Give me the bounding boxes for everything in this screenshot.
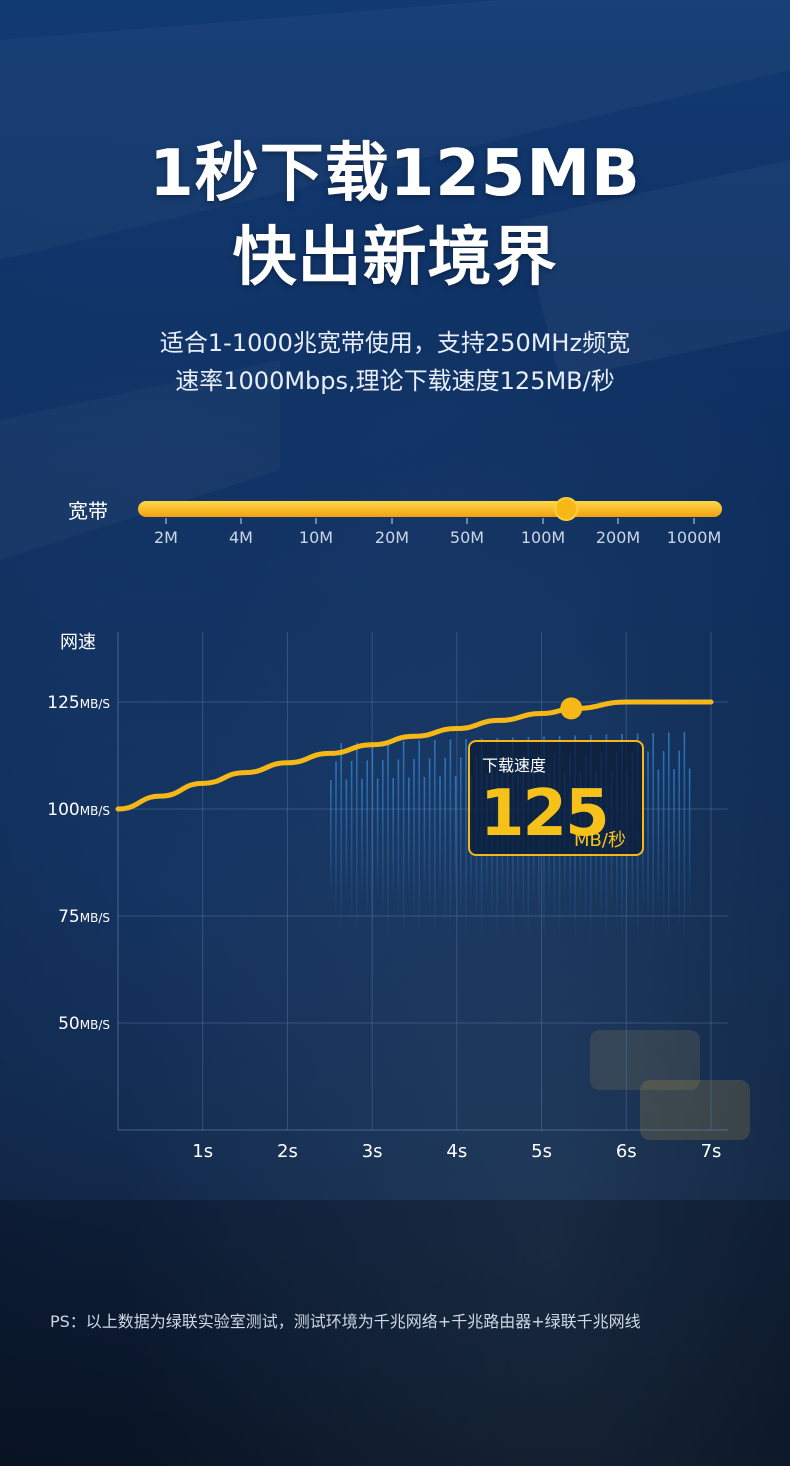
- glow-bar: [340, 743, 342, 937]
- glow-bar: [371, 742, 374, 938]
- speed-highlight-point: [560, 697, 583, 720]
- x-tick-label: 1s: [192, 1141, 213, 1162]
- glow-bar: [361, 779, 363, 901]
- glow-bar: [449, 739, 452, 941]
- callout-label: 下载速度: [482, 756, 547, 775]
- chart-grid: [117, 632, 728, 1131]
- glow-bar: [647, 751, 649, 929]
- glow-bar: [423, 777, 426, 903]
- glow-bar: [428, 758, 431, 922]
- subtitle-line-1: 适合1-1000兆宽带使用，支持250MHz频宽: [159, 329, 631, 357]
- glow-bar: [678, 750, 680, 930]
- glow-bar: [408, 777, 410, 903]
- y-axis-ticks: 125MB/S 100MB/S 75MB/S 50MB/S: [47, 693, 110, 1034]
- glow-bar: [366, 760, 368, 920]
- glow-bar: [688, 768, 691, 912]
- callout-value: 125: [480, 777, 610, 851]
- x-tick-label: 4s: [446, 1141, 467, 1162]
- glow-bar: [673, 769, 675, 911]
- x-tick-label: 5s: [531, 1141, 552, 1162]
- glow-bar: [397, 759, 400, 921]
- glow-bar: [350, 761, 353, 919]
- glow-bar: [345, 779, 348, 901]
- glow-bar: [454, 776, 457, 904]
- glow-bar: [683, 732, 686, 948]
- bandwidth-label: 宽带: [68, 499, 108, 523]
- bandwidth-ticks: 2M 4M 10M 20M 50M 100M 200M 1000M: [154, 518, 721, 547]
- speed-line: [115, 699, 714, 812]
- glow-bar: [392, 778, 394, 902]
- bandwidth-tick-label: 50M: [450, 528, 484, 547]
- glow-bar: [439, 776, 441, 904]
- y-tick-label: 50MB/S: [58, 1014, 110, 1034]
- bandwidth-track: [138, 501, 722, 517]
- y-axis-title: 网速: [60, 632, 96, 653]
- glow-bar: [460, 757, 462, 923]
- glow-bar: [330, 780, 332, 900]
- headline-line-1: 1秒下载125MB: [149, 137, 641, 211]
- x-tick-label: 6s: [616, 1141, 637, 1162]
- y-tick-label: 75MB/S: [58, 907, 110, 927]
- x-tick-label: 2s: [277, 1141, 298, 1162]
- glow-bar: [418, 740, 420, 940]
- x-tick-label: 3s: [362, 1141, 383, 1162]
- y-tick-label: 125MB/S: [47, 693, 110, 713]
- x-tick-label: 7s: [701, 1141, 722, 1162]
- bandwidth-handle[interactable]: [554, 497, 579, 521]
- glow-bar: [444, 758, 446, 922]
- glow-bar: [387, 741, 389, 939]
- bandwidth-tick-label: 20M: [375, 528, 409, 547]
- glow-bar: [657, 769, 660, 911]
- glow-bar: [434, 740, 436, 940]
- subtitle-line-2: 速率1000Mbps,理论下载速度125MB/秒: [175, 367, 615, 395]
- glow-bar: [382, 760, 384, 920]
- bandwidth-tick-label: 100M: [521, 528, 565, 547]
- callout-unit: MB/秒: [574, 830, 626, 851]
- glow-bar: [662, 751, 665, 929]
- y-tick-label: 100MB/S: [47, 800, 110, 820]
- glow-bar: [413, 759, 415, 921]
- glow-bar: [402, 741, 405, 939]
- download-speed-callout: 下载速度 125 MB/秒: [468, 740, 644, 856]
- glow-bar: [376, 778, 379, 902]
- glow-bar: [335, 761, 337, 919]
- bandwidth-tick-label: 4M: [229, 528, 253, 547]
- bandwidth-tick-label: 2M: [154, 528, 178, 547]
- glow-bar: [652, 733, 654, 947]
- x-axis-ticks: 1s 2s 3s 4s 5s 6s 7s: [192, 1141, 721, 1162]
- glow-bar: [465, 739, 467, 941]
- bandwidth-tick-label: 10M: [299, 528, 333, 547]
- bandwidth-tick-label: 200M: [596, 528, 640, 547]
- headline-line-2: 快出新境界: [232, 221, 558, 295]
- footnote: PS：以上数据为绿联实验室测试，测试环境为千兆网络+千兆路由器+绿联千兆网线: [50, 1312, 641, 1331]
- glow-bar: [356, 742, 358, 938]
- glow-bar: [668, 732, 670, 948]
- bandwidth-tick-label: 1000M: [667, 528, 722, 547]
